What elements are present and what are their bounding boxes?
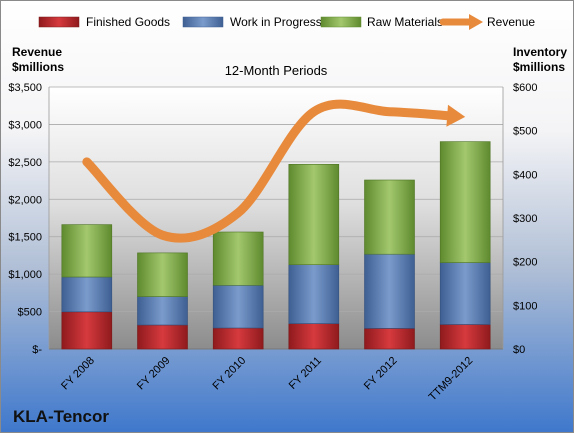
bar-raw-materials-fy-2008 <box>61 224 113 278</box>
bar-finished-goods-fy-2008 <box>61 311 113 350</box>
right-axis-ticks: $0 $100 $200 $300 $400 $500 $600 <box>513 82 537 356</box>
legend-label-finished-goods: Finished Goods <box>86 15 170 29</box>
bar-work-in-progress-fy-2011 <box>288 264 340 324</box>
right-tick-label: $200 <box>513 257 537 269</box>
bar-finished-goods-fy-2012 <box>364 328 415 350</box>
right-tick-label: $300 <box>513 213 537 225</box>
company-name: KLA-Tencor <box>13 407 109 426</box>
right-axis-title-line2: $millions <box>513 60 565 74</box>
left-tick-label: $2,500 <box>8 157 42 169</box>
bar-stacks <box>61 141 491 350</box>
bar-raw-materials-fy-2009 <box>137 252 188 297</box>
legend-swatch-work-in-progress <box>182 16 224 28</box>
bar-raw-materials-fy-2011 <box>288 164 340 266</box>
bar-raw-materials-fy-2010 <box>212 231 264 286</box>
right-axis-title-line1: Inventory <box>513 45 567 59</box>
gridlines <box>48 86 504 350</box>
legend-item-revenue: Revenue <box>439 14 535 30</box>
right-tick-label: $600 <box>513 82 537 94</box>
chart-subtitle: 12-Month Periods <box>225 63 328 78</box>
revenue-line <box>82 99 456 243</box>
legend-item-finished-goods: Finished Goods <box>38 15 170 29</box>
legend-swatch-finished-goods <box>38 16 80 28</box>
left-tick-label: $1,500 <box>8 232 42 244</box>
bar-work-in-progress-fy-2010 <box>212 284 264 329</box>
legend-label-work-in-progress: Work in Progress <box>230 15 322 29</box>
bar-raw-materials-ttm9-2012 <box>439 141 491 263</box>
plot-area <box>49 87 503 349</box>
bar-work-in-progress-ttm9-2012 <box>439 262 491 325</box>
bar-work-in-progress-fy-2012 <box>364 253 415 329</box>
bar-finished-goods-fy-2010 <box>212 327 264 350</box>
revenue-arrowhead <box>446 104 466 127</box>
right-tick-label: $500 <box>513 126 537 138</box>
left-tick-label: $500 <box>18 307 42 319</box>
revenue-line-layer <box>82 99 466 243</box>
legend-item-work-in-progress: Work in Progress <box>182 15 322 29</box>
right-tick-label: $400 <box>513 169 537 181</box>
left-tick-label: $3,000 <box>8 119 42 131</box>
right-tick-label: $0 <box>513 344 525 356</box>
bar-finished-goods-fy-2011 <box>288 323 340 350</box>
left-tick-label: $1,000 <box>8 269 42 281</box>
bar-raw-materials-fy-2012 <box>364 179 415 255</box>
right-tick-label: $100 <box>513 300 537 312</box>
left-axis-title-line2: $millions <box>12 60 64 74</box>
bar-work-in-progress-fy-2009 <box>137 296 188 326</box>
left-axis-ticks: $- $500 $1,000 $1,500 $2,000 $2,500 $3,000 $3,5… <box>8 82 42 356</box>
bar-finished-goods-fy-2009 <box>137 324 188 350</box>
legend: Finished Goods Work in Progress Raw Mate… <box>38 14 535 30</box>
legend-label-revenue: Revenue <box>487 15 535 29</box>
legend-item-raw-materials: Raw Materials <box>320 15 443 29</box>
legend-arrow-revenue <box>469 14 483 30</box>
legend-swatch-raw-materials <box>320 16 362 28</box>
left-tick-label: $- <box>32 344 42 356</box>
bar-work-in-progress-fy-2008 <box>61 276 113 313</box>
left-tick-label: $3,500 <box>8 82 42 94</box>
bar-finished-goods-ttm9-2012 <box>439 324 491 350</box>
left-tick-label: $2,000 <box>8 194 42 206</box>
left-axis-title-line1: Revenue <box>12 45 62 59</box>
legend-label-raw-materials: Raw Materials <box>367 15 443 29</box>
